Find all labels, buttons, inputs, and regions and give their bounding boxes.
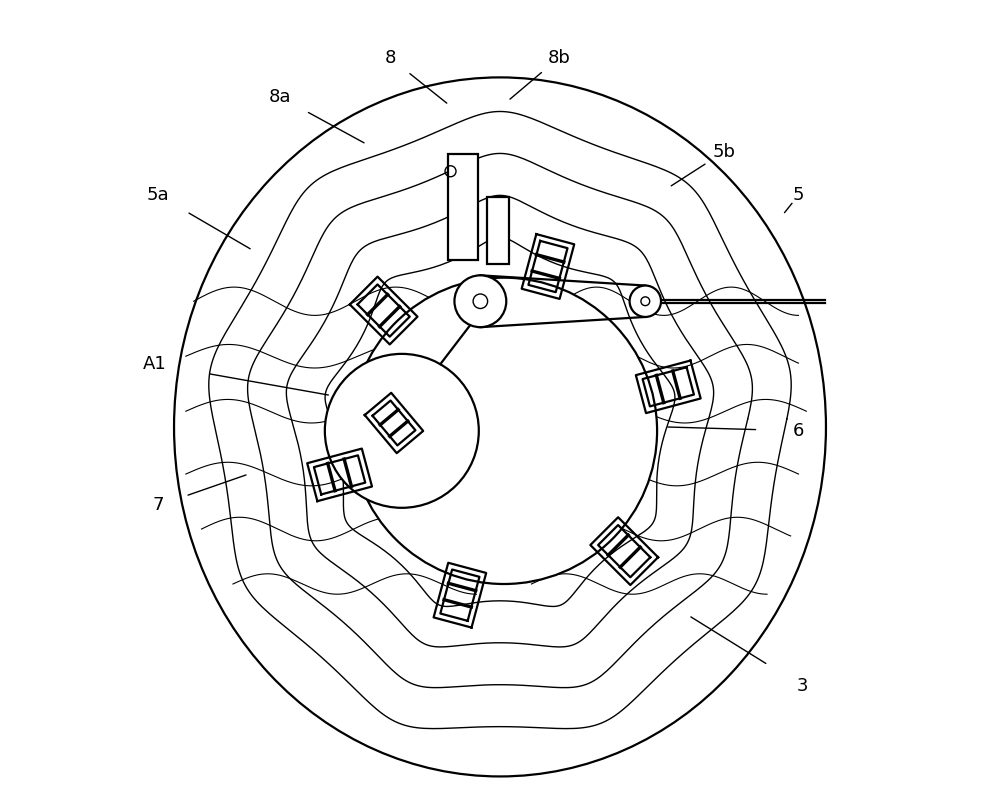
Circle shape [351, 278, 657, 584]
Bar [448, 154, 478, 260]
Bar [487, 197, 509, 264]
Text: 3: 3 [797, 677, 808, 695]
Text: 7: 7 [153, 497, 164, 514]
Circle shape [454, 275, 506, 327]
Text: 8: 8 [384, 49, 396, 66]
Text: 6: 6 [793, 422, 804, 440]
Circle shape [630, 286, 661, 317]
Text: 5b: 5b [712, 143, 735, 161]
Text: 5a: 5a [147, 186, 170, 204]
Text: 5: 5 [793, 186, 804, 204]
Circle shape [325, 354, 479, 508]
Text: 8a: 8a [269, 88, 291, 106]
Text: 8b: 8b [547, 49, 570, 66]
Text: A1: A1 [143, 355, 166, 373]
